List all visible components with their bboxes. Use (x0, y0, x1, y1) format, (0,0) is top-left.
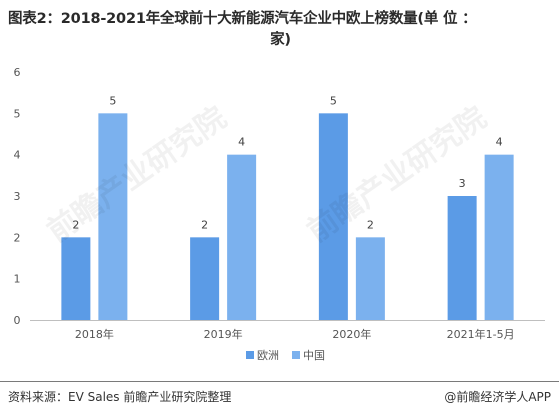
bar-europe (318, 113, 348, 320)
y-tick-label: 1 (14, 273, 21, 286)
y-tick-label: 2 (14, 231, 21, 244)
legend: 欧洲 中国 (246, 349, 325, 362)
data-label: 4 (496, 136, 503, 149)
bar-china (484, 154, 514, 320)
y-tick-label: 0 (14, 314, 21, 327)
bar-europe (61, 237, 91, 320)
footer: 资料来源：EV Sales 前瞻产业研究院整理 @前瞻经济学人APP (0, 381, 559, 415)
x-tick-label: 2018年 (75, 327, 114, 341)
x-tick-label: 2020年 (332, 327, 371, 341)
y-axis: 0 1 2 3 4 5 6 (14, 66, 21, 327)
credit-note: @前瞻经济学人APP (444, 390, 551, 404)
data-label: 2 (72, 218, 79, 231)
chart-title: 图表2：2018-2021年全球前十大新能源汽车企业中欧上榜数量(单 位 ： 家… (8, 9, 553, 51)
bars: 2 5 2 4 5 2 3 4 (61, 94, 514, 320)
legend-swatch-europe (246, 351, 254, 359)
y-tick-label: 6 (14, 66, 21, 79)
y-tick-label: 3 (14, 190, 21, 203)
y-tick-label: 5 (14, 107, 21, 120)
legend-swatch-china (292, 351, 300, 359)
x-tick-label: 2019年 (204, 327, 243, 341)
chart-title-line-2: 家) (270, 32, 291, 48)
bar-china (98, 113, 128, 320)
y-tick-label: 4 (14, 149, 21, 162)
source-note: 资料来源：EV Sales 前瞻产业研究院整理 (8, 390, 232, 404)
data-label: 2 (367, 218, 374, 231)
chart-title-line-1: 图表2：2018-2021年全球前十大新能源汽车企业中欧上榜数量(单 位 ： (8, 11, 477, 27)
data-label: 5 (330, 94, 337, 107)
legend-label-china: 中国 (303, 349, 325, 362)
bar-europe (447, 196, 477, 320)
bar-china (227, 154, 257, 320)
x-axis: 2018年 2019年 2020年 2021年1-5月 (30, 320, 545, 341)
x-tick-label: 2021年1-5月 (447, 327, 515, 341)
data-label: 3 (459, 177, 466, 190)
data-label: 4 (238, 136, 245, 149)
bar-china (355, 237, 385, 320)
bar-europe (190, 237, 220, 320)
data-label: 5 (109, 94, 116, 107)
data-label: 2 (201, 218, 208, 231)
legend-label-europe: 欧洲 (257, 349, 279, 362)
